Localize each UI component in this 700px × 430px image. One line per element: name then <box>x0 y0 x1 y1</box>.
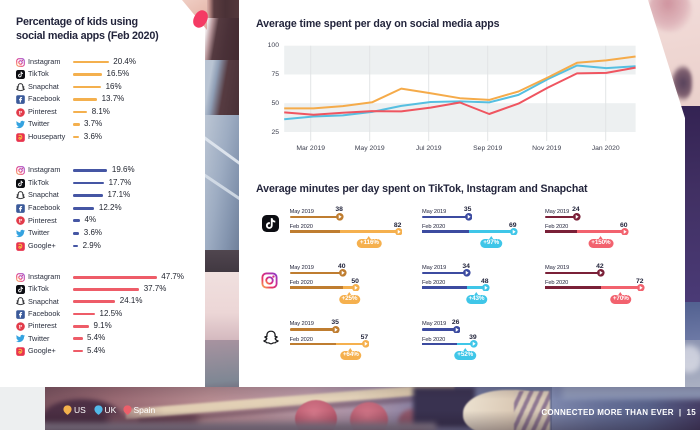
svg-text:P: P <box>19 110 23 116</box>
svg-text:P: P <box>19 324 23 330</box>
svg-text:P: P <box>19 219 23 225</box>
